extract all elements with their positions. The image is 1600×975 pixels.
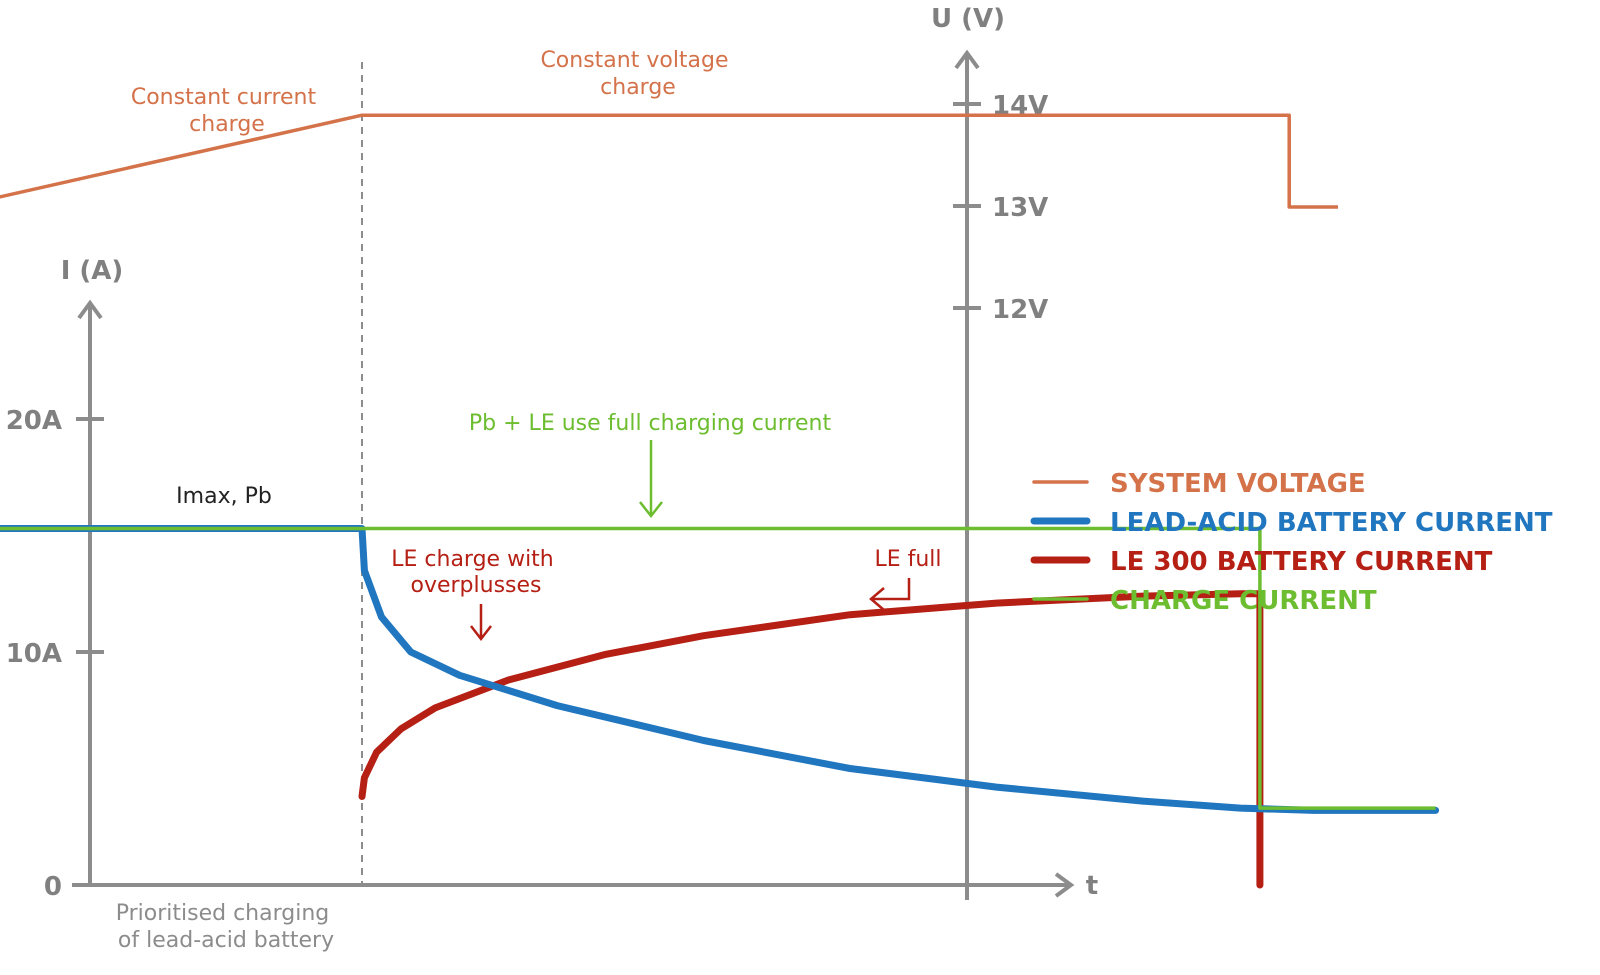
prioritised-charging-label-line2: of lead-acid battery xyxy=(118,928,334,953)
legend-item: CHARGE CURRENT xyxy=(1032,586,1377,616)
current-tick-label: 20A xyxy=(6,406,62,436)
le-charge-label-line1: LE charge with xyxy=(391,547,554,572)
prioritised-charging-label: Prioritised charging of lead-acid batter… xyxy=(116,901,337,953)
constant-voltage-label-line1: Constant voltage xyxy=(540,48,728,73)
constant-current-label-line1: Constant current xyxy=(131,85,317,110)
legend-label: LEAD-ACID BATTERY CURRENT xyxy=(1110,508,1553,538)
current-axis-ticks: 0 10A 20A xyxy=(6,406,104,902)
le-full-arrow xyxy=(869,578,911,611)
lead-acid-battery-current-line xyxy=(0,525,1440,814)
full-charging-current-label: Pb + LE use full charging current xyxy=(469,411,832,436)
axes xyxy=(72,49,1075,900)
legend-item: SYSTEM VOLTAGE xyxy=(1032,469,1366,499)
current-tick-label: 0 xyxy=(44,872,62,902)
voltage-tick-label: 12V xyxy=(992,295,1048,325)
voltage-tick-label: 13V xyxy=(992,193,1048,223)
voltage-axis-title: U (V) xyxy=(931,4,1005,34)
series-layer xyxy=(0,113,1440,889)
current-axis-title: I (A) xyxy=(61,256,124,286)
full-charging-current-arrow xyxy=(639,440,663,519)
charge-current-line xyxy=(0,526,1436,810)
constant-current-label-line2: charge xyxy=(189,112,265,137)
current-tick-label: 10A xyxy=(6,639,62,669)
constant-voltage-label-line2: charge xyxy=(600,75,676,100)
prioritised-charging-label-line1: Prioritised charging xyxy=(116,901,330,926)
le-charge-label-line2: overplusses xyxy=(410,573,541,598)
time-axis-title: t xyxy=(1086,871,1098,901)
legend-item: LE 300 BATTERY CURRENT xyxy=(1030,547,1493,577)
voltage-axis-arrowhead xyxy=(954,49,980,70)
legend-item: LEAD-ACID BATTERY CURRENT xyxy=(1030,508,1553,538)
time-axis-arrowhead xyxy=(1054,872,1075,898)
current-axis-arrowhead xyxy=(77,299,103,320)
system-voltage-line xyxy=(0,113,1338,209)
legend: SYSTEM VOLTAGE LEAD-ACID BATTERY CURRENT L… xyxy=(1030,469,1553,616)
constant-voltage-label: Constant voltage charge xyxy=(540,48,735,100)
le-charge-label: LE charge with overplusses xyxy=(391,547,561,598)
imax-label: Imax, Pb xyxy=(176,484,272,509)
legend-label: SYSTEM VOLTAGE xyxy=(1110,469,1366,499)
constant-current-label: Constant current charge xyxy=(131,85,323,137)
le300-battery-current-line xyxy=(358,590,1264,889)
le-full-label: LE full xyxy=(874,547,941,572)
le-charge-arrow xyxy=(470,604,492,642)
legend-label: LE 300 BATTERY CURRENT xyxy=(1110,547,1493,577)
legend-label: CHARGE CURRENT xyxy=(1110,586,1377,616)
